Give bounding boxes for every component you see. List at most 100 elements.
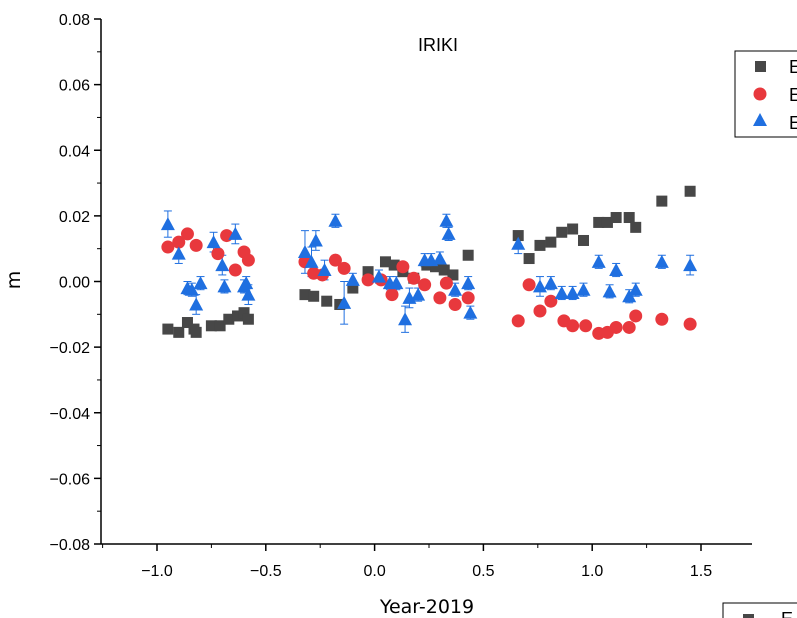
data-point-square — [438, 264, 450, 276]
data-point-circle — [609, 320, 623, 334]
data-point-triangle — [432, 251, 447, 265]
data-point-triangle — [609, 263, 624, 277]
data-point-triangle — [448, 282, 463, 296]
data-point-triangle — [622, 289, 637, 303]
data-point-square — [610, 212, 622, 224]
data-point-circle — [180, 227, 194, 241]
data-point-square — [238, 307, 250, 319]
data-point-triangle — [308, 233, 323, 247]
data-point-circle — [629, 309, 643, 323]
data-point-triangle — [654, 254, 669, 268]
y-axis-title: m — [3, 271, 25, 290]
x-tick-label: −1.0 — [141, 563, 173, 580]
data-point-square — [205, 320, 217, 332]
y-tick-label: −0.04 — [50, 406, 91, 423]
data-point-triangle — [189, 297, 204, 311]
data-point-circle — [511, 314, 525, 328]
data-point-circle — [433, 291, 447, 305]
data-point-circle — [189, 238, 203, 252]
data-point-triangle — [402, 290, 417, 304]
data-point-triangle — [532, 279, 547, 293]
data-point-triangle — [543, 276, 558, 290]
data-point-square — [214, 320, 226, 332]
legend-label-2: E — [789, 85, 797, 105]
legend-marker-triangle — [753, 113, 767, 126]
data-point-triangle — [193, 276, 208, 290]
data-point-square — [684, 185, 696, 197]
data-point-circle — [418, 278, 432, 292]
data-point-triangle — [304, 254, 319, 268]
data-point-circle — [579, 319, 593, 333]
data-point-triangle — [565, 285, 580, 299]
data-point-square — [379, 256, 391, 268]
legend-marker-circle — [753, 87, 767, 101]
data-point-square — [601, 216, 613, 228]
data-point-circle — [385, 288, 399, 302]
data-point-circle — [172, 235, 186, 249]
x-tick-label: 1.0 — [581, 563, 603, 580]
data-point-triangle — [389, 276, 404, 290]
x-tick-label: 0.5 — [472, 563, 494, 580]
data-point-square — [534, 239, 546, 251]
data-point-square — [299, 289, 311, 301]
data-point-circle — [566, 319, 580, 333]
y-tick-label: −0.08 — [50, 537, 91, 554]
data-point-triangle — [441, 226, 456, 240]
data-point-circle — [361, 273, 375, 287]
data-point-circle — [533, 304, 547, 318]
x-tick-label: 0.0 — [363, 563, 385, 580]
legend-2: E — [722, 602, 797, 618]
data-point-square — [223, 313, 235, 325]
data-point-square — [362, 266, 374, 278]
data-point-triangle — [317, 263, 332, 277]
data-point-circle — [461, 291, 475, 305]
data-point-square — [181, 317, 193, 329]
data-point-square — [173, 326, 185, 338]
data-point-triangle — [602, 284, 617, 298]
data-point-triangle — [591, 254, 606, 268]
data-point-circle — [241, 253, 255, 267]
data-point-triangle — [228, 226, 243, 240]
data-point-triangle — [576, 282, 591, 296]
data-point-triangle — [683, 258, 698, 272]
data-point-circle — [161, 240, 175, 254]
data-point-triangle — [461, 276, 476, 290]
y-tick-label: 0.08 — [59, 12, 90, 29]
legend-2-label: E — [781, 609, 793, 618]
data-point-triangle — [398, 312, 413, 326]
data-point-square — [623, 212, 635, 224]
legend-marker-square — [755, 61, 766, 72]
data-point-square — [523, 253, 535, 265]
data-point-triangle — [160, 217, 175, 231]
data-point-square — [430, 261, 442, 273]
data-point-square — [242, 313, 254, 325]
data-point-triangle — [239, 276, 254, 290]
data-point-circle — [683, 317, 697, 331]
data-point-triangle — [206, 235, 221, 249]
legend-label-3: E — [789, 113, 797, 133]
data-point-circle — [228, 263, 242, 277]
data-point-square — [190, 326, 202, 338]
data-point-triangle — [171, 246, 186, 260]
data-point-triangle — [217, 279, 232, 293]
data-point-circle — [448, 297, 462, 311]
legend-label-1: E — [789, 57, 797, 77]
y-tick-label: 0.06 — [59, 78, 90, 95]
data-point-square — [545, 236, 557, 248]
chart-title: IRIKI — [418, 35, 458, 55]
data-point-square — [347, 282, 359, 294]
data-point-square — [232, 310, 244, 322]
data-point-circle — [544, 294, 558, 308]
points-group — [160, 185, 698, 340]
data-point-circle — [439, 276, 453, 290]
y-ticks-group: −0.08 −0.06 −0.04 −0.02 0.00 0.02 0.04 0.06 0.08 — [50, 12, 101, 554]
data-point-circle — [522, 278, 536, 292]
data-point-triangle — [628, 282, 643, 296]
data-point-triangle — [511, 236, 526, 250]
y-tick-label: 0.02 — [59, 209, 90, 226]
data-point-triangle — [463, 305, 478, 319]
data-point-circle — [622, 320, 636, 334]
legend: E E E — [734, 50, 797, 138]
data-point-square — [388, 259, 400, 271]
